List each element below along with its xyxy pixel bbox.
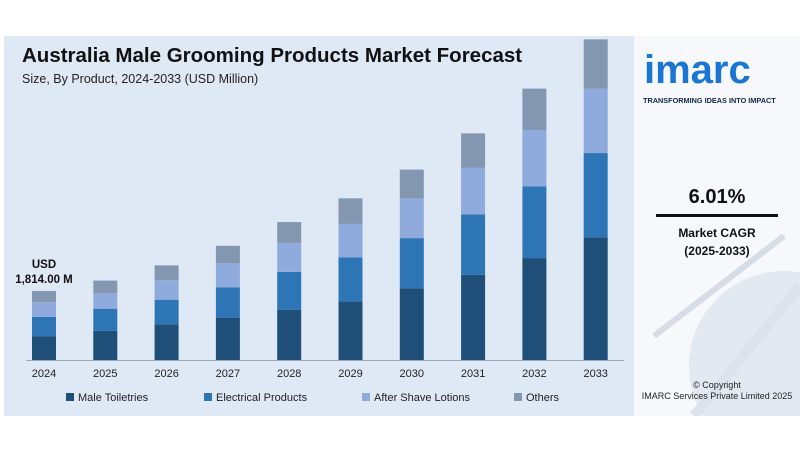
bar-segment-others-2032 (522, 88, 547, 131)
x-tick-label-2024: 2024 (32, 368, 56, 380)
bar-segment-after-shave-lotions-2029 (338, 223, 363, 258)
bar-segment-after-shave-lotions-2027 (215, 263, 240, 288)
bar-segment-after-shave-lotions-2033 (583, 88, 608, 154)
bar-segment-others-2025 (93, 280, 118, 294)
cagr-divider (656, 214, 778, 217)
copyright-line-1: © Copyright (693, 380, 741, 390)
x-tick-label-2032: 2032 (522, 368, 546, 380)
value-label-2024-line-2: 1,814.00 M (15, 274, 73, 286)
bar-segment-others-2024 (32, 291, 56, 303)
x-tick-label-2031: 2031 (461, 368, 485, 380)
legend-swatch (514, 393, 522, 401)
bar-segment-after-shave-lotions-2028 (277, 243, 302, 272)
bar-segment-after-shave-lotions-2024 (32, 302, 56, 317)
legend-label: Male Toiletries (78, 392, 149, 404)
bar-segment-male-toiletries-2025 (93, 330, 118, 360)
chart-panel: 2024 2025 2026 2027 2028 2029 2030 2031 2032 2033… (4, 36, 634, 416)
x-tick-label-2030: 2030 (400, 368, 424, 380)
bar-segment-others-2033 (583, 39, 608, 89)
bar-segment-electrical-products-2028 (277, 271, 302, 310)
value-label-2024-line-1: USD (32, 259, 56, 271)
cagr-label: Market CAGR (678, 226, 756, 240)
x-tick-label-2026: 2026 (154, 368, 178, 380)
x-tick-label-2027: 2027 (216, 368, 240, 380)
bar-segment-male-toiletries-2026 (154, 324, 179, 360)
bar-segment-after-shave-lotions-2031 (461, 167, 486, 215)
legend-label: Others (526, 392, 560, 404)
x-tick-label-2029: 2029 (338, 368, 362, 380)
bar-segment-electrical-products-2027 (215, 287, 240, 318)
legend-label: Electrical Products (216, 392, 308, 404)
bar-segment-others-2029 (338, 198, 363, 224)
background-graphic (652, 233, 800, 416)
bar-segment-others-2028 (277, 222, 302, 244)
bar-segment-male-toiletries-2031 (461, 274, 486, 360)
cagr-period: (2025-2033) (684, 244, 750, 258)
copyright-notice: © Copyright IMARC Services Private Limit… (634, 380, 800, 402)
bar-segment-others-2027 (215, 245, 240, 264)
legend-item-after-shave-lotions: After Shave Lotions (362, 392, 470, 404)
x-tick-label-2033: 2033 (583, 368, 607, 380)
bar-segment-electrical-products-2033 (583, 153, 608, 238)
legend-label: After Shave Lotions (374, 392, 471, 404)
bar-segment-electrical-products-2029 (338, 257, 363, 302)
bar-segment-after-shave-lotions-2025 (93, 293, 118, 309)
bar-segment-electrical-products-2025 (93, 308, 118, 331)
bar-segment-electrical-products-2032 (522, 186, 547, 259)
bar-segment-male-toiletries-2024 (32, 336, 56, 360)
x-tick-label-2028: 2028 (277, 368, 301, 380)
bar-segment-others-2026 (154, 265, 179, 281)
chart-svg: 2024 2025 2026 2027 2028 2029 2030 2031 2032 2033… (15, 39, 624, 380)
legend-item-electrical-products: Electrical Products (204, 392, 307, 404)
bar-segment-male-toiletries-2029 (338, 301, 363, 360)
bar-segment-others-2031 (461, 133, 486, 168)
cagr-value: 6.01% (688, 186, 746, 208)
bar-segment-after-shave-lotions-2026 (154, 280, 179, 300)
legend-item-others: Others (514, 392, 559, 404)
legend-swatch (204, 393, 212, 401)
legend-swatch (66, 393, 74, 401)
chart-title: Australia Male Grooming Products Market … (22, 44, 523, 67)
x-tick-label-2025: 2025 (93, 368, 117, 380)
bar-segment-after-shave-lotions-2032 (522, 130, 547, 187)
sidebar-panel: imarc TRANSFORMING IDEAS INTO IMPACT 6.0… (634, 36, 800, 416)
bar-segment-electrical-products-2030 (399, 238, 424, 289)
chart-subtitle: Size, By Product, 2024-2033 (USD Million… (22, 72, 259, 86)
bar-segment-electrical-products-2031 (461, 214, 486, 275)
bar-segment-male-toiletries-2027 (215, 317, 240, 360)
imarc-logo: imarc (644, 48, 751, 92)
bar-segment-electrical-products-2024 (32, 316, 56, 337)
bar-segment-others-2030 (399, 169, 424, 199)
bar-segment-male-toiletries-2033 (583, 237, 608, 360)
legend-item-male-toiletries: Male Toiletries (66, 392, 148, 404)
logo-tagline: TRANSFORMING IDEAS INTO IMPACT (643, 96, 776, 105)
legend-swatch (362, 393, 370, 401)
bar-segment-male-toiletries-2028 (277, 309, 302, 360)
chart-legend: Male Toiletries Electrical Products After … (4, 389, 634, 409)
bar-segment-male-toiletries-2032 (522, 258, 547, 360)
bar-segment-electrical-products-2026 (154, 299, 179, 325)
copyright-line-2: IMARC Services Private Limited 2025 (641, 391, 793, 401)
bar-segment-after-shave-lotions-2030 (399, 198, 424, 239)
bar-segment-male-toiletries-2030 (399, 288, 424, 360)
